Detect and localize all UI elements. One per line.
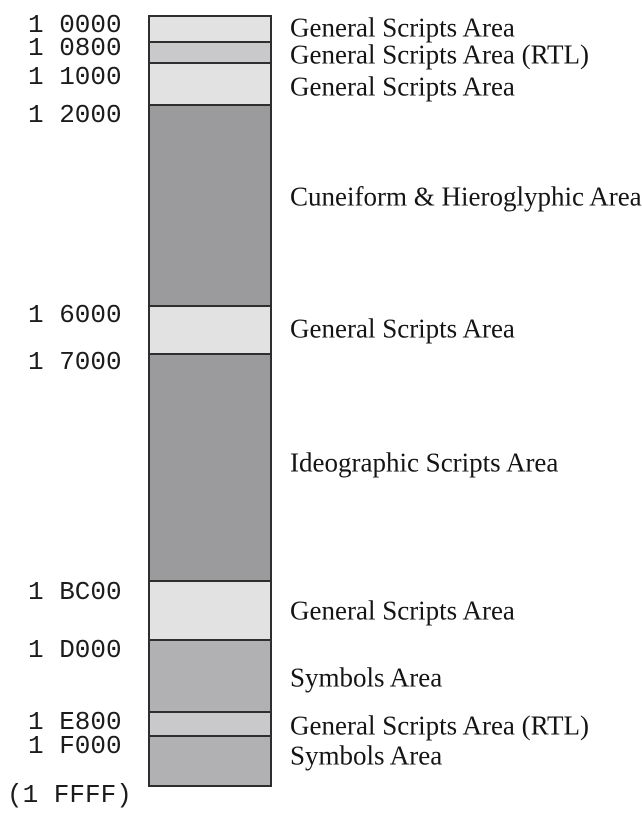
address-label: 1 BC00 — [28, 577, 122, 607]
area-label: General Scripts Area — [290, 595, 515, 626]
end-address-label: (1 FFFF) — [7, 780, 132, 810]
address-label: 1 2000 — [28, 100, 122, 130]
bar-segment — [148, 639, 272, 711]
area-label: General Scripts Area — [290, 313, 515, 344]
bar-segment — [148, 104, 272, 305]
area-label: General Scripts Area (RTL) — [290, 710, 590, 741]
bar-segment — [148, 41, 272, 62]
address-label: 1 E800 — [28, 707, 122, 737]
bar-segment — [148, 305, 272, 353]
area-label: Symbols Area — [290, 740, 443, 771]
area-label: General Scripts Area (RTL) — [290, 39, 590, 70]
bar-segment — [148, 711, 272, 735]
area-label: General Scripts Area — [290, 71, 515, 102]
bar-segment — [148, 62, 272, 104]
bar-segment — [148, 735, 272, 787]
address-label: 1 1000 — [28, 62, 122, 92]
area-label: Ideographic Scripts Area — [290, 447, 559, 478]
address-label: 1 0000 — [28, 10, 122, 40]
area-label: Cuneiform & Hieroglyphic Area — [290, 181, 642, 212]
address-label: 1 F000 — [28, 731, 122, 761]
address-label: 1 6000 — [28, 300, 122, 330]
address-label: 1 0800 — [28, 33, 122, 63]
address-label: 1 7000 — [28, 347, 122, 377]
address-label: 1 D000 — [28, 635, 122, 665]
bar-segment — [148, 15, 272, 41]
area-label: General Scripts Area — [290, 12, 515, 43]
area-label: Symbols Area — [290, 662, 443, 693]
bar-segment — [148, 580, 272, 639]
bar-segment — [148, 353, 272, 580]
